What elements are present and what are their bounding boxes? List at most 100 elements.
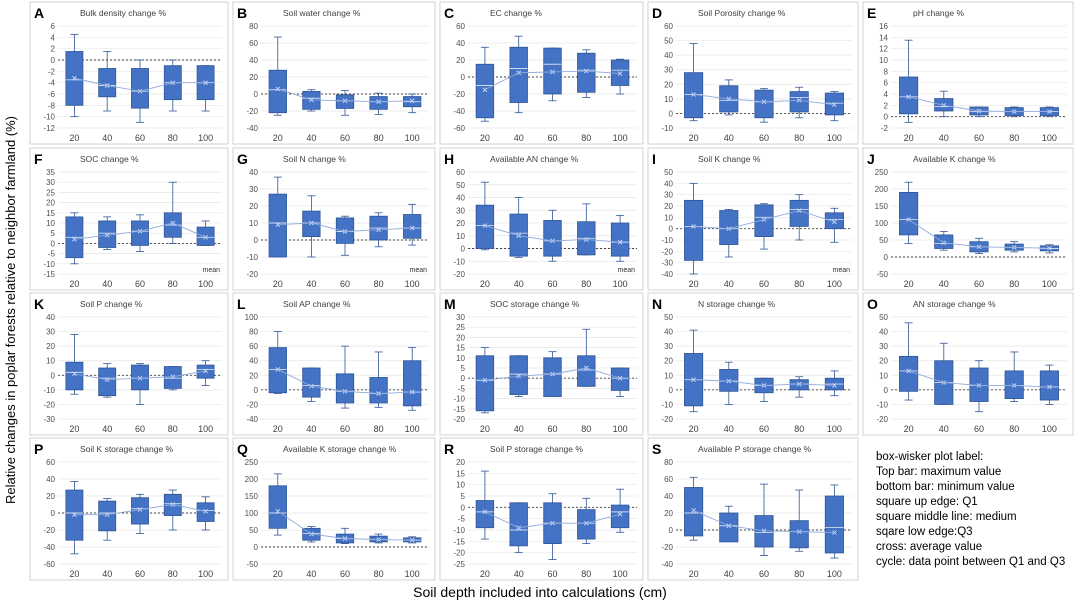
box-100 — [610, 367, 630, 397]
y-tick-label: 30 — [664, 342, 673, 351]
x-tick-label: 60 — [135, 424, 145, 434]
y-tick-label: -6 — [48, 90, 56, 99]
iqr-box — [719, 512, 739, 543]
box-80 — [163, 366, 182, 391]
y-tick-label: -20 — [246, 400, 258, 409]
iqr-box — [403, 214, 422, 239]
panel-letter: Q — [237, 441, 248, 457]
x-tick-label: 40 — [306, 569, 316, 579]
x-tick-label: 100 — [827, 279, 842, 289]
y-tick-label: 150 — [245, 492, 259, 501]
mean-trend-line — [908, 219, 1050, 249]
iqr-box — [789, 379, 809, 391]
y-tick-label: 80 — [664, 458, 673, 467]
box-40 — [719, 208, 739, 258]
y-tick-label: 50 — [664, 168, 673, 177]
iqr-box — [610, 367, 630, 391]
y-tick-label: 0 — [254, 90, 259, 99]
y-tick-label: 30 — [46, 178, 55, 187]
y-tick-label: 0 — [254, 236, 259, 245]
panel-title: Available AN change % — [490, 154, 579, 164]
panel-letter: A — [34, 5, 44, 21]
iqr-box — [684, 487, 704, 537]
x-tick-label: 60 — [135, 133, 145, 143]
y-tick-label: 40 — [249, 56, 258, 65]
panel-frame — [647, 1, 859, 145]
y-tick-label: 20 — [456, 333, 465, 342]
iqr-box — [98, 68, 117, 98]
y-tick-label: 10 — [249, 219, 258, 228]
box-40 — [509, 197, 528, 258]
iqr-box — [268, 69, 287, 114]
y-tick-label: -40 — [453, 107, 465, 116]
y-tick-label: 20 — [456, 458, 465, 467]
y-tick-label: -5 — [458, 515, 466, 524]
box-60 — [543, 47, 562, 102]
y-tick-label: -40 — [661, 560, 673, 569]
y-tick-label: 60 — [664, 22, 673, 31]
x-tick-label: 80 — [794, 279, 804, 289]
x-tick-label: 100 — [405, 569, 420, 579]
y-tick-label: -40 — [246, 124, 258, 133]
x-tick-label: 60 — [135, 569, 145, 579]
y-tick-label: 20 — [249, 371, 258, 380]
iqr-box — [610, 504, 630, 529]
panel-letter: C — [444, 5, 454, 21]
x-tick-label: 60 — [759, 133, 769, 143]
box-100 — [824, 484, 844, 559]
iqr-box — [899, 191, 919, 236]
legend-line: cross: average value — [876, 541, 982, 553]
y-tick-label: 0 — [51, 56, 56, 65]
y-tick-label: 20 — [46, 492, 55, 501]
box-60 — [131, 493, 149, 534]
x-tick-label: 100 — [198, 133, 213, 143]
y-tick-label: 0 — [51, 239, 56, 248]
y-tick-label: 0 — [669, 386, 674, 395]
y-tick-label: 20 — [456, 56, 465, 65]
y-tick-label: 10 — [456, 232, 465, 241]
y-tick-label: 0 — [669, 526, 674, 535]
box-40 — [98, 498, 117, 541]
x-tick-label: 20 — [904, 424, 914, 434]
iqr-box — [268, 193, 287, 258]
panel-title: Soil K change % — [698, 154, 761, 164]
y-tick-label: 4 — [51, 33, 56, 42]
x-tick-label: 100 — [827, 424, 842, 434]
legend-line: bottom bar: minimum value — [876, 481, 1015, 493]
iqr-box — [335, 373, 355, 404]
y-tick-label: 50 — [249, 526, 258, 535]
x-tick-label: 20 — [480, 133, 490, 143]
y-tick-label: 20 — [664, 202, 673, 211]
y-tick-label: -10 — [453, 257, 465, 266]
y-tick-label: -10 — [43, 113, 55, 122]
iqr-box — [543, 357, 562, 397]
y-tick-label: 40 — [664, 492, 673, 501]
panel-s: S Available P storage change % 80 60 40 20 0 -2… — [647, 437, 859, 581]
x-tick-label: 100 — [198, 424, 213, 434]
y-tick-label: 0 — [669, 109, 674, 118]
x-tick-label: 40 — [514, 424, 524, 434]
y-tick-label: 60 — [249, 39, 258, 48]
x-tick-label: 40 — [102, 279, 112, 289]
y-tick-label: 50 — [456, 181, 465, 190]
x-tick-label: 100 — [827, 569, 842, 579]
mean-trend-line — [693, 379, 835, 386]
mean-trend-line — [908, 370, 1050, 388]
x-tick-label: 80 — [1009, 133, 1019, 143]
y-tick-label: 16 — [879, 22, 888, 31]
iqr-box — [475, 500, 495, 529]
x-tick-label: 80 — [581, 279, 591, 289]
x-tick-label: 60 — [547, 569, 557, 579]
y-tick-label: 5 — [461, 492, 466, 501]
x-tick-label: 20 — [689, 569, 699, 579]
iqr-box — [934, 234, 954, 249]
y-tick-label: -50 — [246, 560, 258, 569]
iqr-box — [1039, 370, 1059, 401]
iqr-box — [1004, 370, 1024, 399]
panel-p: P Soil K storage change % 60 40 20 0 -20 -40 -60… — [29, 437, 229, 581]
box-100 — [824, 370, 844, 397]
y-tick-label: 20 — [46, 199, 55, 208]
